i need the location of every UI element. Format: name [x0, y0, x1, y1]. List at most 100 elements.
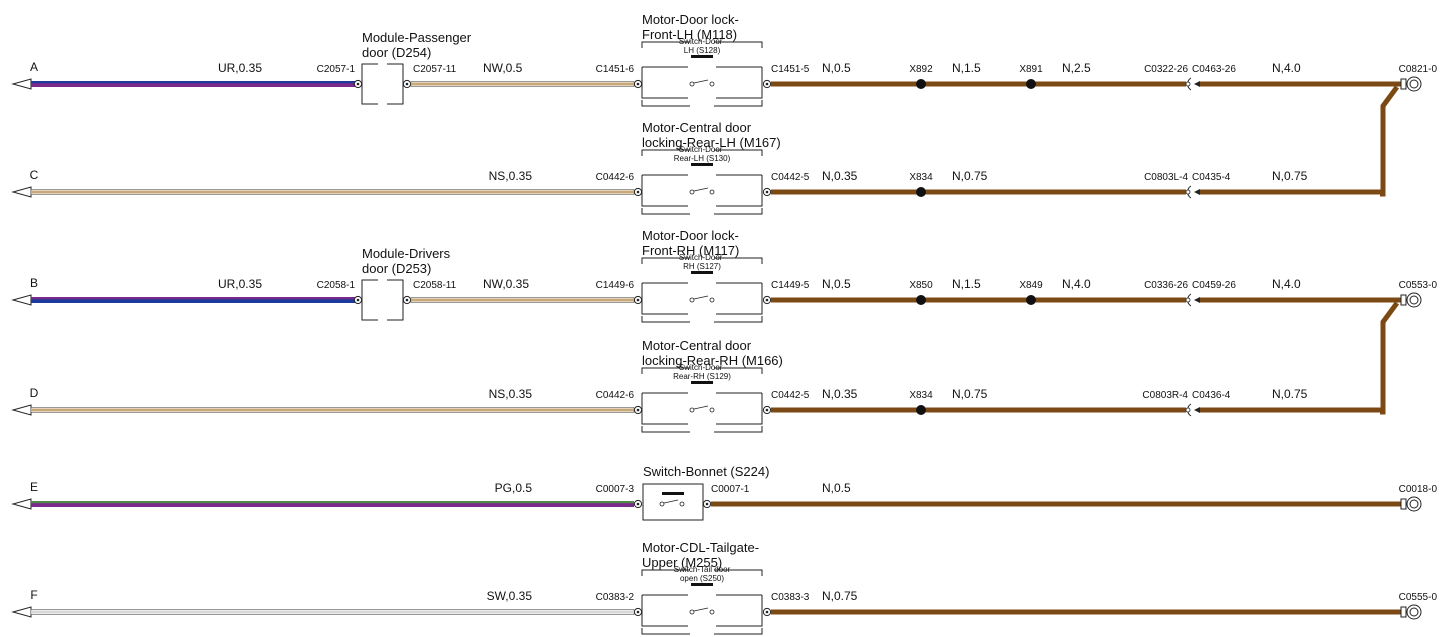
connector-label: C0463-26 — [1192, 64, 1236, 75]
motor-label: Motor-Central door locking-Rear-LH (M167) — [642, 120, 781, 150]
wire-label: PG,0.5 — [495, 481, 533, 495]
inline-connector — [1185, 293, 1200, 307]
switch-label: Switch-Door-RH (S127) — [679, 253, 726, 271]
row-label-e: E — [30, 480, 38, 494]
arrow-e — [11, 498, 32, 510]
switch-label: Switch-Door-Rear-LH (S130) — [674, 145, 731, 163]
inline-connector — [1185, 77, 1200, 91]
connector — [402, 79, 412, 89]
ground-symbol — [1400, 292, 1422, 308]
row-label-d: D — [30, 386, 39, 400]
connector — [633, 79, 643, 89]
connector — [762, 295, 772, 305]
connector-label: C0322-26 — [1144, 64, 1188, 75]
arrow-b — [11, 294, 32, 306]
wire-label: NW,0.5 — [483, 61, 523, 75]
splice-dot — [916, 187, 926, 197]
wire-left-c — [30, 189, 635, 195]
splice-dot — [1026, 79, 1036, 89]
switch-box — [642, 483, 704, 521]
connector-label: C0442-5 — [771, 172, 810, 183]
connector-label: C0459-26 — [1192, 280, 1236, 291]
connector-label: C0436-4 — [1192, 390, 1231, 401]
wire-label: N,0.5 — [822, 61, 851, 75]
switch-label: Switch-Door-LH (S128) — [679, 37, 726, 55]
switch-label: Switch-Tail door open (S250) — [674, 565, 731, 583]
wire-left-b — [31, 297, 357, 303]
ground-symbol — [1400, 604, 1422, 620]
splice-label: X891 — [1019, 64, 1043, 75]
arrow-a — [11, 78, 32, 90]
connector-label: C0383-3 — [771, 592, 810, 603]
connector-label: C0336-26 — [1144, 280, 1188, 291]
ground-label: C0821-0 — [1399, 64, 1438, 75]
switch-label: Switch-Door-Rear-RH (S129) — [673, 363, 731, 381]
motor-label: Motor-Central door locking-Rear-RH (M166) — [642, 338, 783, 368]
connector-label: C2058-11 — [413, 280, 457, 291]
connector-label: C0803R-4 — [1142, 390, 1188, 401]
splice-label: X850 — [909, 280, 933, 291]
connector-label: C2058-1 — [317, 280, 356, 291]
connector — [702, 499, 712, 509]
wire-label: UR,0.35 — [218, 61, 262, 75]
wire-label: N,0.35 — [822, 169, 858, 183]
wire-label: N,0.5 — [822, 277, 851, 291]
ground-label: C0555-0 — [1399, 592, 1438, 603]
wire-label: NS,0.35 — [489, 387, 533, 401]
connector-label: C0007-1 — [711, 484, 750, 495]
ground-symbol — [1400, 76, 1422, 92]
wire-riser — [1380, 85, 1400, 197]
splice-dot — [916, 295, 926, 305]
arrow-f — [11, 606, 32, 618]
wire-left-f — [30, 609, 635, 615]
arrow-c — [11, 186, 32, 198]
motor-box — [641, 41, 763, 107]
row-label-b: B — [30, 276, 38, 290]
wire-label: N,0.75 — [1272, 169, 1308, 183]
connector — [762, 187, 772, 197]
wire-left-a — [31, 81, 357, 87]
connector-label: C1451-6 — [596, 64, 635, 75]
connector-label: C0442-6 — [596, 172, 635, 183]
connector-label: C0442-5 — [771, 390, 810, 401]
wire-label: N,0.75 — [822, 589, 858, 603]
splice-dot — [1026, 295, 1036, 305]
switch-label: Switch-Bonnet (S224) — [643, 464, 769, 479]
wire-label: UR,0.35 — [218, 277, 262, 291]
connector-label: C0007-3 — [596, 484, 635, 495]
connector — [633, 405, 643, 415]
wire-left-d — [30, 407, 635, 413]
wire-mid — [410, 297, 635, 303]
connector — [402, 295, 412, 305]
connector-label: C0383-2 — [596, 592, 635, 603]
inline-connector — [1185, 185, 1200, 199]
motor-label: Motor-Door lock-Front-RH (M117) — [642, 228, 739, 258]
connector — [633, 295, 643, 305]
connector-label: C0803L-4 — [1144, 172, 1188, 183]
splice-dot — [916, 79, 926, 89]
splice-label: X849 — [1019, 280, 1043, 291]
wire-label: N,0.35 — [822, 387, 858, 401]
ground-label: C0553-0 — [1399, 280, 1438, 291]
connector — [633, 499, 643, 509]
connector-label: C0442-6 — [596, 390, 635, 401]
connector-label: C2057-11 — [413, 64, 457, 75]
connector — [762, 405, 772, 415]
splice-dot — [916, 405, 926, 415]
wire-label: N,0.75 — [952, 169, 988, 183]
connector — [762, 607, 772, 617]
wire-label: N,1.5 — [952, 61, 981, 75]
motor-box — [641, 149, 763, 215]
wire-label: NS,0.35 — [489, 169, 533, 183]
motor-box — [641, 569, 763, 635]
connector-label: C2057-1 — [317, 64, 356, 75]
row-label-a: A — [30, 60, 38, 74]
wire-riser — [1380, 301, 1400, 415]
wire-label: N,0.5 — [822, 481, 851, 495]
module-box — [361, 279, 404, 321]
splice-label: X834 — [909, 390, 933, 401]
splice-label: X834 — [909, 172, 933, 183]
connector — [353, 295, 363, 305]
ground-label: C0018-0 — [1399, 484, 1438, 495]
